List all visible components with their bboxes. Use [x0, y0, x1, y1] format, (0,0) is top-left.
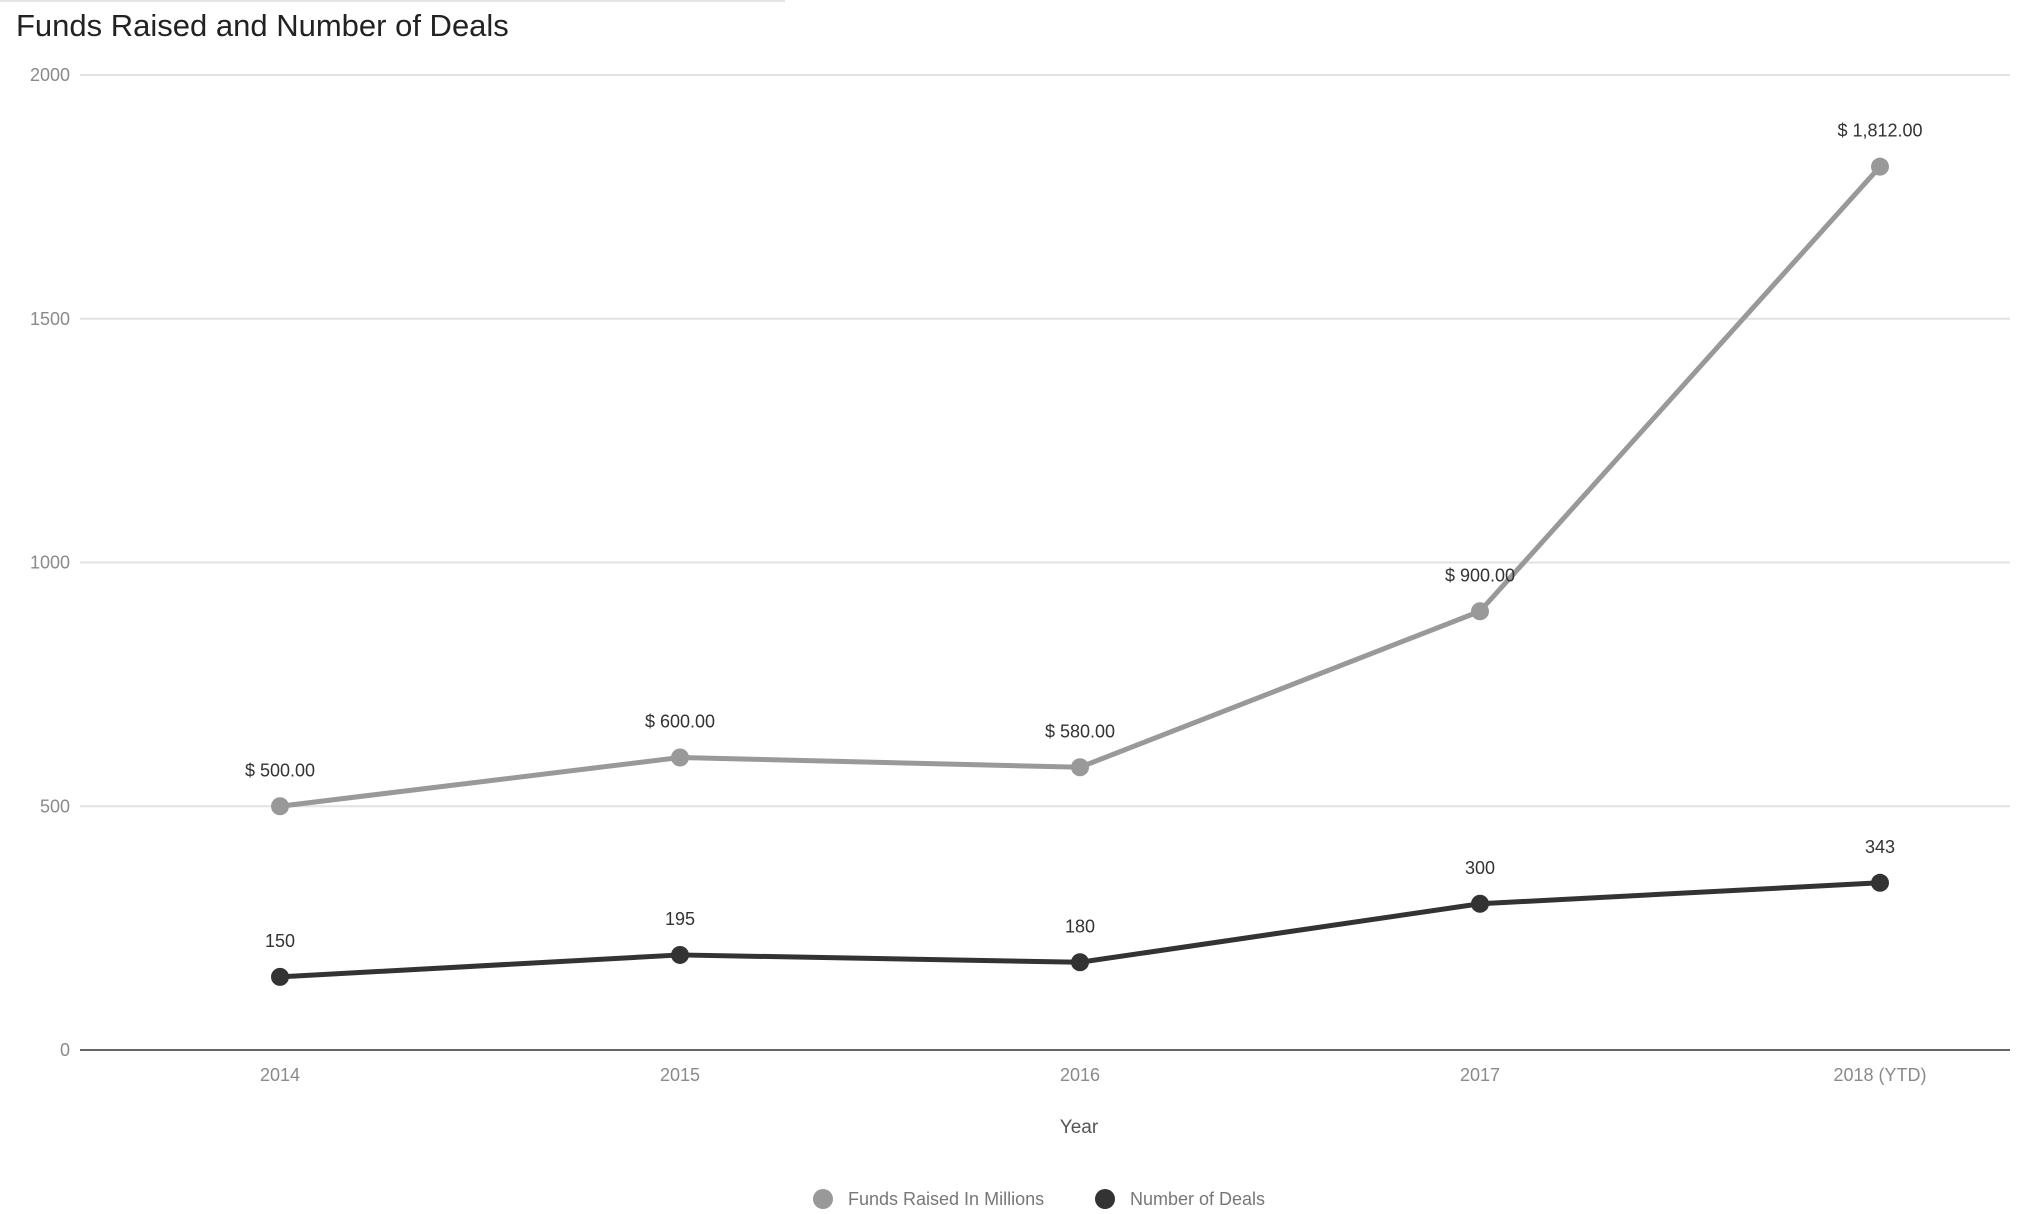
- y-tick-label: 1500: [30, 309, 70, 329]
- legend: Funds Raised In Millions Number of Deals: [813, 1189, 1265, 1209]
- series-line: [277, 164, 1883, 809]
- data-point: [1071, 953, 1089, 972]
- data-label: $ 1,812.00: [1837, 121, 1922, 141]
- series: $ 500.00 $ 600.00 $ 580.00 $ 900.00 $ 1,812.…: [245, 121, 1923, 986]
- x-tick-label: 2016: [1060, 1065, 1100, 1085]
- data-point: [271, 797, 289, 816]
- x-tick-label: 2014: [260, 1065, 300, 1085]
- y-tick-label: 1000: [30, 553, 70, 573]
- data-point: [671, 945, 689, 964]
- data-point: [1871, 873, 1889, 892]
- legend-label: Number of Deals: [1130, 1189, 1265, 1209]
- data-label: $ 580.00: [1045, 721, 1115, 741]
- data-label: 195: [665, 909, 695, 929]
- series-1: 150 195 180 300 343: [265, 837, 1895, 986]
- data-point: [271, 967, 289, 986]
- legend-label: Funds Raised In Millions: [848, 1189, 1044, 1209]
- x-axis-ticks: 2014 2015 2016 2017 2018 (YTD): [260, 1065, 1927, 1085]
- data-point: [1471, 894, 1489, 913]
- y-axis-ticks: 0 500 1000 1500 2000: [30, 65, 70, 1060]
- x-tick-label: 2015: [660, 1065, 700, 1085]
- data-label: 150: [265, 931, 295, 951]
- series-0: $ 500.00 $ 600.00 $ 580.00 $ 900.00 $ 1,812.…: [245, 121, 1923, 816]
- data-point: [1071, 758, 1089, 777]
- y-tick-label: 500: [40, 796, 70, 816]
- y-tick-label: 2000: [30, 65, 70, 85]
- data-label: $ 600.00: [645, 712, 715, 732]
- legend-marker: [1095, 1189, 1115, 1209]
- data-label: 343: [1865, 837, 1895, 857]
- chart-title: Funds Raised and Number of Deals: [16, 8, 509, 43]
- data-point: [1471, 602, 1489, 621]
- y-tick-label: 0: [60, 1040, 70, 1060]
- data-label: 300: [1465, 858, 1495, 878]
- data-label: $ 500.00: [245, 760, 315, 780]
- x-tick-label: 2018 (YTD): [1833, 1065, 1926, 1085]
- x-axis-title: Year: [1060, 1117, 1099, 1138]
- x-tick-label: 2017: [1460, 1065, 1500, 1085]
- data-point: [1871, 157, 1889, 176]
- legend-marker: [813, 1189, 833, 1209]
- data-label: $ 900.00: [1445, 565, 1515, 585]
- data-point: [671, 748, 689, 767]
- gridlines: [80, 74, 2010, 808]
- data-label: 180: [1065, 916, 1095, 936]
